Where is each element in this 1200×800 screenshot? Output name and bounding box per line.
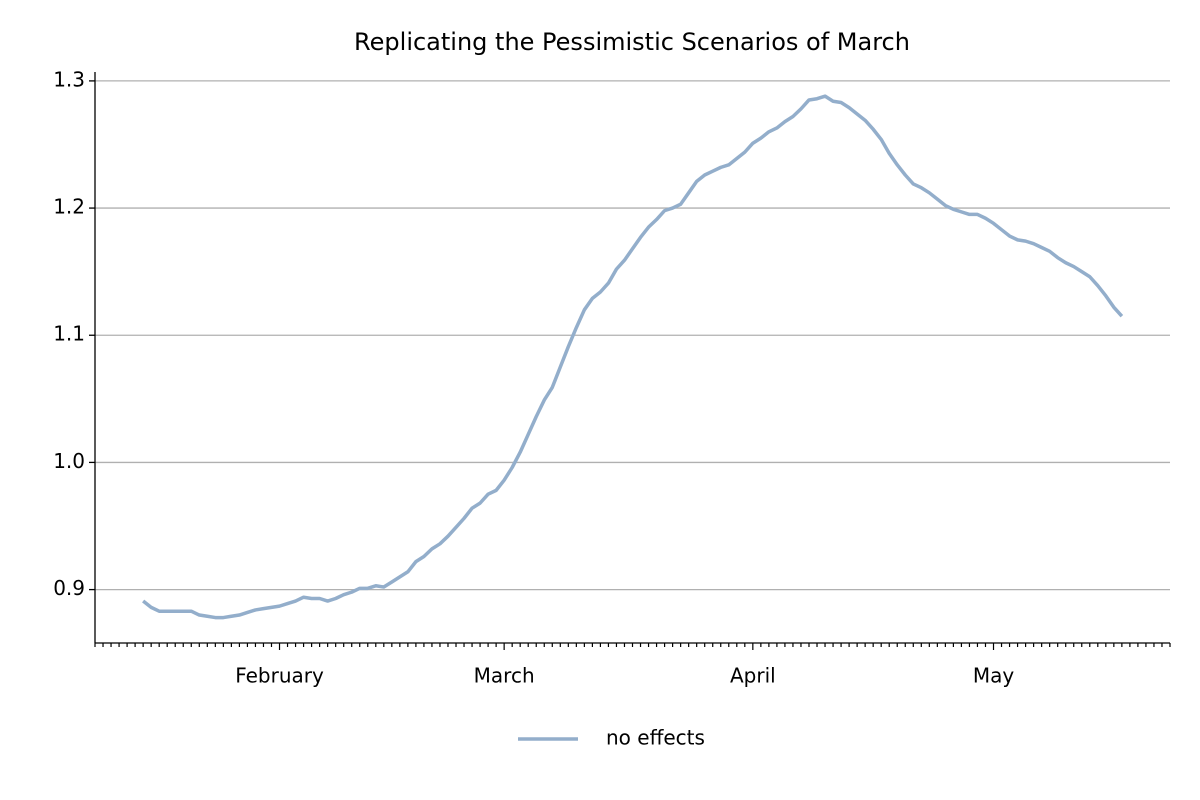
x-tick-label: February xyxy=(235,664,324,688)
chart-title: Replicating the Pessimistic Scenarios of… xyxy=(354,28,910,56)
y-tick-label: 1.0 xyxy=(53,449,85,473)
y-tick-label: 1.2 xyxy=(53,195,85,219)
x-tick-label: April xyxy=(730,664,776,688)
x-tick-label: May xyxy=(973,664,1015,688)
line xyxy=(142,94,1124,620)
y-tick-label: 1.3 xyxy=(53,67,85,91)
legend-label: no effects xyxy=(606,726,705,750)
y-tick-label: 1.1 xyxy=(53,322,85,346)
x-tick-label: March xyxy=(474,664,535,688)
y-tick-label: 0.9 xyxy=(53,576,85,600)
